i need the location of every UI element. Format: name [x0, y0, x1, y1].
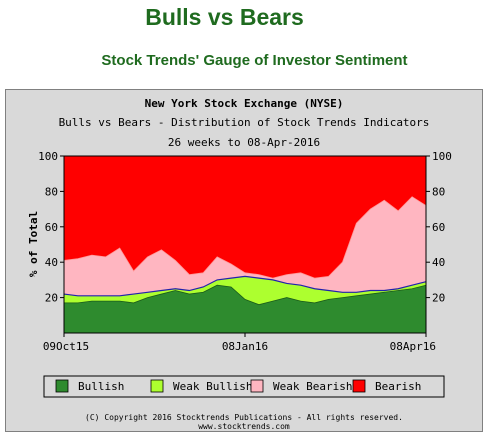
y-tick-label-right: 80: [432, 185, 445, 198]
y-tick-label-right: 40: [432, 256, 445, 269]
y-tick-label-left: 40: [45, 256, 58, 269]
boundary-lines-group: [63, 196, 427, 306]
chart-panel: New York Stock Exchange (NYSE) Bulls vs …: [5, 89, 483, 432]
legend: Bullish Weak Bullish Weak Bearish Bearish: [43, 375, 445, 398]
y-tick-label-right: 60: [432, 221, 445, 234]
chart-title: New York Stock Exchange (NYSE): [145, 97, 344, 110]
legend-label: Bearish: [375, 380, 421, 393]
chart-period: 26 weeks to 08-Apr-2016: [168, 136, 320, 149]
legend-box: [43, 375, 445, 398]
page-title: Bulls vs Bears: [145, 4, 304, 30]
copyright-text: (C) Copyright 2016 Stocktrends Publicati…: [85, 413, 403, 422]
area-series-group: [64, 156, 426, 333]
y-axis-right: 20 40 60 80 100: [426, 150, 452, 305]
y-axis-left: 20 40 60 80 100: [38, 150, 64, 305]
x-tick-label: 08Jan16: [222, 340, 268, 353]
y-tick-label-right: 20: [432, 292, 445, 305]
area-weak-bearish: [64, 196, 426, 296]
x-axis: 09Oct15 08Jan16 08Apr16: [43, 333, 436, 353]
legend-label: Bullish: [78, 380, 124, 393]
x-tick-label: 08Apr16: [390, 340, 436, 353]
legend-swatch-weak-bullish: [150, 379, 164, 393]
legend-label: Weak Bullish: [173, 380, 252, 393]
boundary-weak-bullish: [63, 275, 427, 297]
y-tick-label-left: 60: [45, 221, 58, 234]
y-axis-label: % of Total: [27, 211, 40, 277]
area-bullish: [64, 285, 426, 333]
area-weak-bullish: [64, 276, 426, 305]
legend-swatch-weak-bearish: [250, 379, 264, 393]
y-tick-label-left: 20: [45, 292, 58, 305]
chart-subtitle: Bulls vs Bears - Distribution of Stock T…: [59, 116, 430, 129]
copyright-url: www.stocktrends.com: [198, 422, 290, 431]
legend-label: Weak Bearish: [273, 380, 352, 393]
legend-swatch-bearish: [352, 379, 366, 393]
boundary-bullish: [64, 284, 427, 306]
y-tick-label-left: 100: [38, 150, 58, 163]
boundary-weak-bearish: [63, 196, 427, 279]
y-tick-label-left: 80: [45, 185, 58, 198]
legend-swatch-bullish: [55, 379, 69, 393]
bulls-bears-chart: New York Stock Exchange (NYSE) Bulls vs …: [27, 97, 452, 431]
x-tick-label: 09Oct15: [43, 340, 89, 353]
y-tick-label-right: 100: [432, 150, 452, 163]
page-subtitle: Stock Trends' Gauge of Investor Sentimen…: [101, 52, 408, 69]
area-bearish: [64, 156, 426, 279]
